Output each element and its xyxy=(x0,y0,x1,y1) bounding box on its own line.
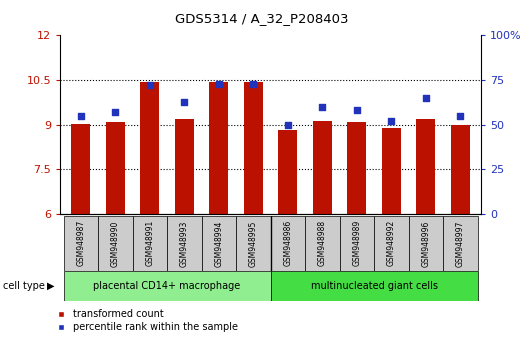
Bar xyxy=(236,216,271,271)
Bar xyxy=(133,216,167,271)
Bar xyxy=(408,216,443,271)
Point xyxy=(146,82,154,88)
Bar xyxy=(382,129,401,214)
Bar xyxy=(305,216,339,271)
Bar xyxy=(64,271,271,301)
Bar xyxy=(374,216,408,271)
Text: placental CD14+ macrophage: placental CD14+ macrophage xyxy=(94,281,241,291)
Bar xyxy=(271,216,305,271)
Text: GSM948997: GSM948997 xyxy=(456,220,465,267)
Bar xyxy=(202,216,236,271)
Bar xyxy=(278,130,298,214)
Text: GSM948994: GSM948994 xyxy=(214,220,223,267)
Bar xyxy=(244,81,263,214)
Point xyxy=(180,99,189,104)
Bar xyxy=(167,216,202,271)
Text: GSM948987: GSM948987 xyxy=(76,220,85,267)
Text: GDS5314 / A_32_P208403: GDS5314 / A_32_P208403 xyxy=(175,12,348,25)
Point xyxy=(111,109,120,115)
Text: GSM948989: GSM948989 xyxy=(353,220,361,267)
Point xyxy=(318,104,326,110)
Bar xyxy=(140,81,160,214)
Text: GSM948986: GSM948986 xyxy=(283,220,292,267)
Text: GSM948996: GSM948996 xyxy=(422,220,430,267)
Bar xyxy=(451,125,470,214)
Point xyxy=(283,122,292,127)
Point xyxy=(77,113,85,119)
Bar xyxy=(71,124,90,214)
Bar xyxy=(347,122,367,214)
Bar xyxy=(98,216,133,271)
Bar xyxy=(106,122,125,214)
Text: GSM948995: GSM948995 xyxy=(249,220,258,267)
Text: GSM948991: GSM948991 xyxy=(145,220,154,267)
Text: ▶: ▶ xyxy=(48,281,55,291)
Text: GSM948988: GSM948988 xyxy=(318,220,327,267)
Point xyxy=(249,81,258,86)
Text: GSM948990: GSM948990 xyxy=(111,220,120,267)
Point xyxy=(422,95,430,101)
Legend: transformed count, percentile rank within the sample: transformed count, percentile rank withi… xyxy=(57,309,238,332)
Bar xyxy=(313,121,332,214)
Bar xyxy=(416,119,436,214)
Text: GSM948993: GSM948993 xyxy=(180,220,189,267)
Point xyxy=(387,118,395,124)
Text: cell type: cell type xyxy=(3,281,44,291)
Text: multinucleated giant cells: multinucleated giant cells xyxy=(311,281,438,291)
Bar xyxy=(443,216,477,271)
Point xyxy=(456,113,464,119)
Point xyxy=(215,81,223,86)
Text: GSM948992: GSM948992 xyxy=(387,220,396,267)
Bar xyxy=(64,216,98,271)
Bar xyxy=(339,216,374,271)
Bar xyxy=(175,119,194,214)
Point xyxy=(353,108,361,113)
Bar xyxy=(271,271,477,301)
Bar xyxy=(209,82,229,214)
